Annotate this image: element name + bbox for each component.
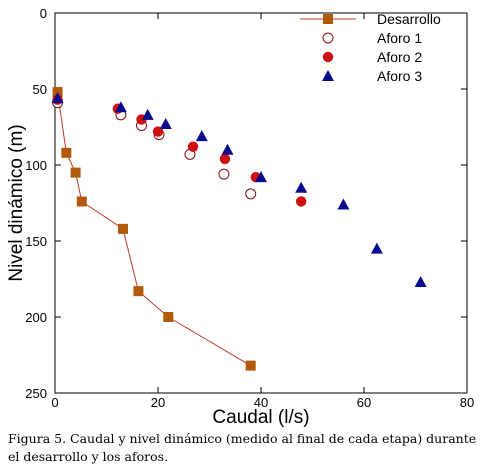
data-point [163,312,174,322]
legend-marker [322,70,334,81]
data-point [76,196,87,207]
series-0 [52,87,256,371]
legend-marker [322,51,334,63]
y-tick-label: 150 [25,234,47,249]
x-axis-title: Caudal (l/s) [212,407,309,428]
legend-marker [322,32,334,44]
y-tick-label: 50 [33,82,47,97]
data-point [187,141,199,152]
data-point [133,286,144,297]
legend-label: Aforo 3 [377,68,422,84]
x-tick-label: 20 [151,395,165,410]
data-point [52,87,63,98]
data-point [114,101,127,113]
data-point [295,196,307,207]
figure-caption: Figura 5. Caudal y nivel dinámico (medid… [8,431,477,464]
x-tick-label: 40 [254,395,268,410]
data-point [61,147,72,158]
data-point [255,171,267,183]
y-axis-title: Nivel dinámico (m) [6,124,27,281]
legend-label: Desarrollo [377,11,441,27]
data-point [221,143,234,155]
data-point [295,181,308,193]
legend-marker [323,14,333,24]
data-point [245,188,257,200]
legend-label: Aforo 2 [377,49,422,65]
data-point [218,168,230,180]
y-tick-label: 250 [25,386,47,401]
data-point [370,242,383,254]
data-point [70,167,81,178]
data-point [141,108,154,120]
x-axis-ticks: 0 20 40 60 80 [51,13,474,410]
data-point [117,223,128,234]
y-tick-label: 100 [25,158,47,173]
chart: 0 20 40 60 80 0 50 100 150 200 250 Caudal (l/s) N… [6,6,474,428]
data-point [195,130,208,142]
y-tick-label: 0 [40,6,47,21]
x-tick-label: 80 [460,395,474,410]
data-point [159,117,172,129]
y-axis-ticks: 0 50 100 150 200 250 [25,6,467,401]
data-point [245,360,256,371]
data-point [337,198,350,210]
legend: Desarrollo Aforo 1 Aforo 2 Aforo 3 [300,11,441,84]
x-tick-label: 0 [51,395,58,410]
y-tick-label: 200 [25,310,47,325]
data-point [414,276,427,288]
legend-label: Aforo 1 [377,30,422,46]
series-2 [52,94,307,207]
x-tick-label: 60 [357,395,371,410]
series-layer [51,87,427,371]
series-3 [51,92,427,288]
data-point [219,153,231,165]
data-point [51,92,64,104]
